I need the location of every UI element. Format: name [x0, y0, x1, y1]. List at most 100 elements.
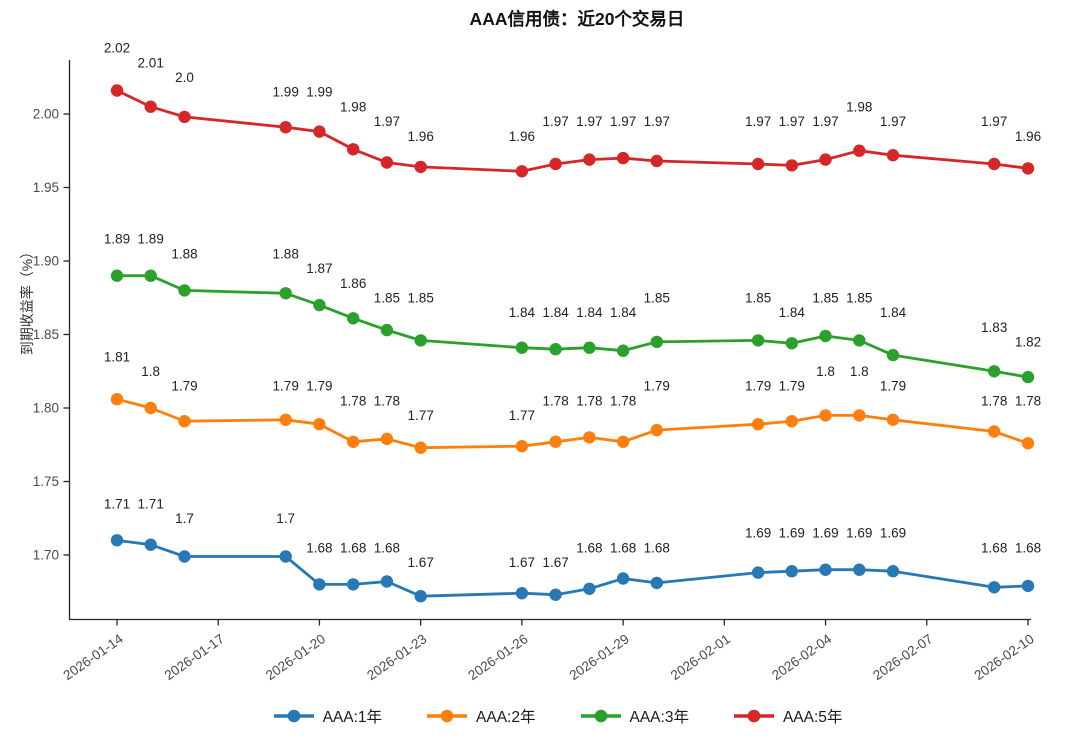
data-point-AAA:3年-2026-02-03[interactable]	[785, 337, 798, 350]
data-point-AAA:1年-2026-01-21[interactable]	[347, 578, 360, 591]
data-point-AAA:5年-2026-01-21[interactable]	[347, 143, 360, 156]
data-point-AAA:1年-2026-02-04[interactable]	[819, 563, 832, 576]
data-point-AAA:5年-2026-01-23[interactable]	[414, 160, 427, 174]
data-point-AAA:2年-2026-01-15[interactable]	[144, 401, 157, 415]
data-point-AAA:2年-2026-02-09[interactable]	[988, 425, 1001, 438]
data-point-AAA:3年-2026-01-23[interactable]	[414, 334, 427, 347]
data-point-AAA:1年-2026-01-22[interactable]	[380, 575, 394, 588]
data-point-AAA:2年-2026-01-22[interactable]	[380, 432, 394, 446]
legend-item-AAA:3年[interactable]: AAA:3年	[580, 705, 689, 727]
data-point-AAA:2年-2026-01-23[interactable]	[414, 441, 427, 454]
data-point-AAA:1年-2026-01-26[interactable]	[515, 587, 529, 600]
data-point-AAA:2年-2026-01-26[interactable]	[515, 440, 529, 453]
legend-item-AAA:5年[interactable]: AAA:5年	[733, 705, 842, 727]
data-point-AAA:5年-2026-01-26[interactable]	[515, 165, 529, 178]
data-point-AAA:1年-2026-02-02[interactable]	[751, 566, 765, 579]
data-label: 1.68	[981, 540, 1007, 555]
legend-label: AAA:3年	[629, 709, 689, 726]
data-point-AAA:3年-2026-01-15[interactable]	[144, 269, 157, 282]
data-point-AAA:1年-2026-02-09[interactable]	[988, 581, 1001, 594]
data-point-AAA:3年-2026-01-22[interactable]	[380, 323, 394, 337]
data-point-AAA:2年-2026-01-28[interactable]	[583, 431, 596, 444]
data-point-AAA:2年-2026-01-14[interactable]	[110, 393, 124, 406]
data-point-AAA:3年-2026-01-16[interactable]	[178, 284, 191, 297]
data-point-AAA:3年-2026-02-06[interactable]	[886, 348, 900, 362]
data-point-AAA:5年-2026-02-06[interactable]	[886, 149, 900, 162]
data-point-AAA:1年-2026-01-19[interactable]	[279, 550, 292, 563]
data-point-AAA:5年-2026-01-22[interactable]	[380, 156, 394, 169]
data-point-AAA:3年-2026-01-26[interactable]	[515, 341, 529, 354]
data-point-AAA:2年-2026-02-04[interactable]	[819, 409, 832, 422]
data-point-AAA:2年-2026-01-29[interactable]	[616, 435, 630, 448]
data-point-AAA:2年-2026-02-05[interactable]	[853, 409, 866, 422]
data-point-AAA:5年-2026-01-16[interactable]	[178, 110, 191, 124]
data-label: 1.7	[276, 511, 295, 526]
legend-marker	[273, 709, 314, 723]
data-label: 1.71	[104, 496, 130, 511]
data-point-AAA:2年-2026-01-21[interactable]	[347, 435, 360, 448]
data-point-AAA:3年-2026-01-19[interactable]	[279, 287, 292, 300]
data-point-AAA:3年-2026-02-09[interactable]	[988, 365, 1001, 378]
data-point-AAA:5年-2026-02-03[interactable]	[785, 159, 798, 172]
data-point-AAA:1年-2026-02-05[interactable]	[853, 563, 866, 576]
data-point-AAA:2年-2026-02-03[interactable]	[785, 415, 798, 428]
data-point-AAA:1年-2026-01-16[interactable]	[178, 550, 191, 563]
data-label: 2.01	[138, 55, 164, 70]
data-point-AAA:1年-2026-01-29[interactable]	[616, 572, 630, 585]
data-point-AAA:2年-2026-01-27[interactable]	[549, 435, 562, 448]
data-point-AAA:3年-2026-01-28[interactable]	[583, 341, 596, 354]
data-point-AAA:3年-2026-01-21[interactable]	[347, 312, 360, 325]
data-label: 1.97	[880, 114, 906, 129]
data-label: 1.82	[1015, 335, 1041, 350]
data-point-AAA:5年-2026-02-05[interactable]	[853, 144, 866, 157]
data-point-AAA:5年-2026-01-30[interactable]	[650, 154, 663, 168]
data-label: 1.79	[745, 379, 771, 394]
data-point-AAA:3年-2026-02-10[interactable]	[1021, 370, 1035, 384]
data-point-AAA:5年-2026-02-09[interactable]	[988, 157, 1001, 171]
data-label: 1.79	[880, 379, 906, 394]
data-point-AAA:1年-2026-02-06[interactable]	[886, 565, 900, 578]
data-point-AAA:5年-2026-01-15[interactable]	[144, 100, 157, 113]
data-point-AAA:5年-2026-02-04[interactable]	[819, 153, 832, 166]
data-point-AAA:3年-2026-01-27[interactable]	[549, 343, 562, 356]
data-point-AAA:1年-2026-01-30[interactable]	[650, 576, 663, 590]
x-tick-label: 2026-02-04	[769, 631, 835, 683]
data-point-AAA:1年-2026-01-28[interactable]	[583, 582, 596, 595]
data-point-AAA:2年-2026-02-02[interactable]	[751, 418, 765, 431]
data-point-AAA:5年-2026-01-20[interactable]	[313, 125, 326, 138]
data-label: 1.84	[509, 305, 536, 320]
legend-item-AAA:1年[interactable]: AAA:1年	[273, 705, 382, 727]
data-point-AAA:3年-2026-02-02[interactable]	[751, 334, 765, 347]
data-point-AAA:3年-2026-01-30[interactable]	[650, 335, 663, 349]
data-point-AAA:2年-2026-01-20[interactable]	[313, 418, 326, 431]
data-label: 1.97	[644, 114, 670, 129]
data-point-AAA:5年-2026-02-10[interactable]	[1021, 162, 1035, 175]
data-point-AAA:2年-2026-02-10[interactable]	[1021, 437, 1035, 450]
data-point-AAA:2年-2026-01-16[interactable]	[178, 415, 191, 428]
data-point-AAA:2年-2026-02-06[interactable]	[886, 413, 900, 426]
data-label: 1.86	[340, 276, 366, 291]
data-point-AAA:5年-2026-01-27[interactable]	[549, 157, 562, 171]
data-point-AAA:1年-2026-02-03[interactable]	[785, 565, 798, 578]
data-label: 1.8	[141, 364, 160, 379]
data-point-AAA:1年-2026-01-23[interactable]	[414, 590, 427, 603]
data-point-AAA:2年-2026-01-19[interactable]	[279, 413, 292, 426]
data-point-AAA:5年-2026-02-02[interactable]	[751, 157, 765, 171]
data-point-AAA:3年-2026-02-04[interactable]	[819, 329, 832, 343]
data-point-AAA:5年-2026-01-29[interactable]	[616, 151, 630, 165]
data-point-AAA:3年-2026-01-14[interactable]	[110, 269, 124, 282]
data-point-AAA:1年-2026-01-27[interactable]	[549, 588, 562, 601]
data-point-AAA:2年-2026-01-30[interactable]	[650, 423, 663, 437]
data-point-AAA:1年-2026-01-15[interactable]	[144, 538, 157, 551]
data-label: 1.96	[509, 129, 535, 144]
data-point-AAA:5年-2026-01-19[interactable]	[279, 121, 292, 134]
data-point-AAA:3年-2026-02-05[interactable]	[853, 334, 866, 347]
data-point-AAA:3年-2026-01-20[interactable]	[313, 298, 326, 312]
data-point-AAA:1年-2026-02-10[interactable]	[1021, 579, 1035, 593]
data-point-AAA:5年-2026-01-28[interactable]	[583, 153, 596, 166]
data-point-AAA:1年-2026-01-14[interactable]	[110, 534, 124, 547]
data-point-AAA:1年-2026-01-20[interactable]	[313, 578, 326, 591]
data-point-AAA:5年-2026-01-14[interactable]	[110, 84, 124, 97]
legend-item-AAA:2年[interactable]: AAA:2年	[426, 705, 536, 727]
data-point-AAA:3年-2026-01-29[interactable]	[616, 344, 630, 357]
